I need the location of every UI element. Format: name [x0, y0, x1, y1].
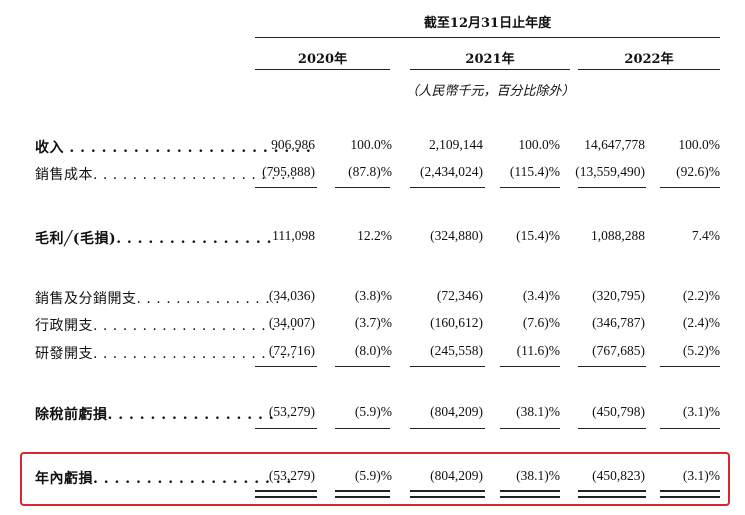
subtotal-rule [500, 366, 560, 367]
subtotal-rule [578, 187, 646, 188]
subtotal-rule [410, 187, 485, 188]
row-label: 研發開支. . . . . . . . . . . . . . . . . . … [35, 346, 296, 362]
value-2020: (795,888) [262, 164, 315, 179]
value-2022: (450,823) [592, 468, 645, 483]
subtotal-rule [660, 428, 720, 429]
table-row-cost-of-sales: 銷售成本. . . . . . . . . . . . . . . . . . … [0, 164, 745, 186]
total-double-rule [410, 490, 485, 498]
subtotal-rule [255, 366, 317, 367]
row-label: 除稅前虧損. . . . . . . . . . . . . . . . [35, 407, 275, 423]
table-row-rnd-expenses: 研發開支. . . . . . . . . . . . . . . . . . … [0, 343, 745, 365]
highlight-box [20, 452, 730, 506]
table-row-admin-expenses: 行政開支. . . . . . . . . . . . . . . . . . … [0, 315, 745, 337]
value-2022: (346,787) [592, 315, 645, 330]
pct-2021: (38.1)% [516, 468, 560, 483]
value-2020: 111,098 [272, 228, 315, 243]
total-double-rule [255, 490, 317, 498]
subtotal-rule [410, 428, 485, 429]
table-row-revenue: 收入 . . . . . . . . . . . . . . . . . . .… [0, 137, 745, 159]
pct-2021: (3.4)% [522, 288, 560, 303]
table-row-gross-profit: 毛利╱(毛損). . . . . . . . . . . . . . . 111… [0, 228, 745, 250]
value-2021: (324,880) [430, 228, 483, 243]
pct-2022: (2.4)% [682, 315, 720, 330]
pct-2020: (5.9)% [354, 468, 392, 483]
unit-note: （人民幣千元，百分比除外） [405, 84, 575, 99]
subtotal-rule [660, 366, 720, 367]
pct-2020: (3.8)% [354, 288, 392, 303]
subtotal-rule [500, 428, 560, 429]
value-2021: (804,209) [430, 468, 483, 483]
total-double-rule [578, 490, 646, 498]
value-2020: 906,986 [271, 137, 315, 152]
pct-2022: (2.2)% [682, 288, 720, 303]
subtotal-rule [578, 428, 646, 429]
subtotal-rule [578, 366, 646, 367]
table-row-selling-expenses: 銷售及分銷開支. . . . . . . . . . . . . . . (34… [0, 288, 745, 310]
row-label: 收入 . . . . . . . . . . . . . . . . . . .… [35, 140, 312, 156]
year-2020-header: 2020年 [297, 52, 348, 67]
value-2022: 1,088,288 [591, 228, 645, 243]
row-label: 銷售及分銷開支. . . . . . . . . . . . . . . [35, 291, 281, 307]
pct-2021: (115.4)% [509, 164, 560, 179]
value-2021: (2,434,024) [420, 164, 483, 179]
value-2020: (34,036) [268, 288, 315, 303]
value-2022: (450,798) [592, 404, 645, 419]
value-2021: (72,346) [436, 288, 483, 303]
year-2021-rule [410, 69, 570, 70]
row-label: 行政開支. . . . . . . . . . . . . . . . . . … [35, 318, 296, 334]
value-2020: (53,279) [268, 404, 315, 419]
pct-2020: 12.2% [357, 228, 392, 243]
row-label: 銷售成本. . . . . . . . . . . . . . . . . . … [35, 167, 296, 183]
year-2021-header: 2021年 [465, 52, 515, 67]
pct-2021: 100.0% [518, 137, 560, 152]
year-2022-header: 2022年 [624, 52, 674, 67]
pct-2021: (38.1)% [516, 404, 560, 419]
subtotal-rule [335, 366, 390, 367]
pct-2021: (11.6)% [516, 343, 560, 358]
row-label: 年內虧損. . . . . . . . . . . . . . . . . . … [35, 471, 292, 487]
value-2022: (320,795) [592, 288, 645, 303]
table-row-loss-for-year: 年內虧損. . . . . . . . . . . . . . . . . . … [0, 468, 745, 490]
period-header: 截至12月31日止年度 [423, 16, 552, 31]
value-2020: (72,716) [268, 343, 315, 358]
value-2022: (767,685) [592, 343, 645, 358]
pct-2022: (3.1)% [682, 468, 720, 483]
subtotal-rule [660, 187, 720, 188]
value-2022: 14,647,778 [584, 137, 645, 152]
pct-2022: 7.4% [691, 228, 720, 243]
subtotal-rule [335, 428, 390, 429]
value-2021: (804,209) [430, 404, 483, 419]
table-row-loss-before-tax: 除稅前虧損. . . . . . . . . . . . . . . . (53… [0, 404, 745, 426]
subtotal-rule [335, 187, 390, 188]
subtotal-rule [410, 366, 485, 367]
value-2021: (160,612) [430, 315, 483, 330]
total-double-rule [500, 490, 560, 498]
total-double-rule [335, 490, 390, 498]
year-2020-rule [255, 69, 390, 70]
subtotal-rule [255, 428, 317, 429]
pct-2020: (87.8)% [348, 164, 392, 179]
pct-2020: (8.0)% [354, 343, 392, 358]
subtotal-rule [500, 187, 560, 188]
year-2022-rule [578, 69, 720, 70]
row-label: 毛利╱(毛損). . . . . . . . . . . . . . . [35, 231, 273, 247]
pct-2021: (15.4)% [516, 228, 560, 243]
pct-2022: (3.1)% [682, 404, 720, 419]
value-2021: (245,558) [430, 343, 483, 358]
value-2022: (13,559,490) [575, 164, 645, 179]
pct-2020: (5.9)% [354, 404, 392, 419]
header-rule [255, 37, 720, 38]
total-double-rule [660, 490, 720, 498]
pct-2022: (92.6)% [676, 164, 720, 179]
pct-2022: (5.2)% [682, 343, 720, 358]
pct-2020: 100.0% [350, 137, 392, 152]
value-2020: (53,279) [268, 468, 315, 483]
subtotal-rule [255, 187, 317, 188]
pct-2020: (3.7)% [354, 315, 392, 330]
pct-2021: (7.6)% [522, 315, 560, 330]
value-2020: (34,007) [268, 315, 315, 330]
value-2021: 2,109,144 [429, 137, 483, 152]
pct-2022: 100.0% [678, 137, 720, 152]
